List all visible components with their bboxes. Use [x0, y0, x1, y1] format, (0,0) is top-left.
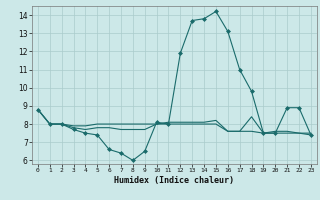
X-axis label: Humidex (Indice chaleur): Humidex (Indice chaleur)	[115, 176, 234, 185]
